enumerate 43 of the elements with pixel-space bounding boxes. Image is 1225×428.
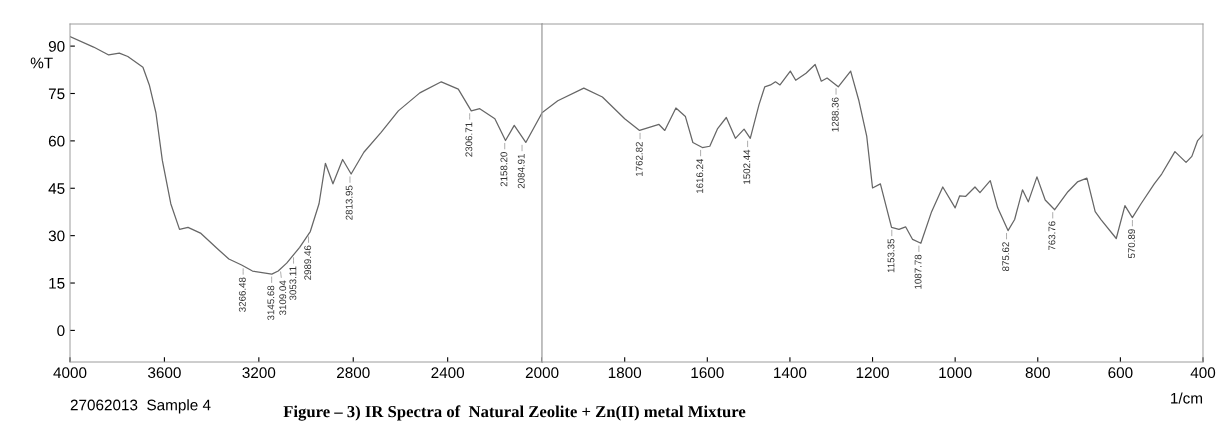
x-tick-label: 1800 xyxy=(608,367,642,379)
text: Figure – 3) IR Spectra of Natural Zeolite + Zn(II) metal Mixture xyxy=(283,405,746,421)
x-tick-label: 4000 xyxy=(53,367,87,379)
x-tick-label: 3600 xyxy=(148,367,181,379)
x-tick-label: 800 xyxy=(1025,367,1050,379)
text: 27062013 Sample 4 xyxy=(70,399,211,414)
annotation: 3053.11 xyxy=(289,266,297,301)
x-tick-label: 2000 xyxy=(525,367,559,379)
x-tick-label: 2800 xyxy=(337,367,370,379)
annotation: 875.62 xyxy=(1002,242,1010,272)
annotation: 1616.24 xyxy=(696,158,704,194)
y-tick-label: 15 xyxy=(49,278,65,289)
y-tick-label: 30 xyxy=(48,230,65,242)
annotation: 1087.78 xyxy=(914,254,922,289)
y-tick-label: 60 xyxy=(48,135,65,147)
y-tick-label: 90 xyxy=(48,40,65,52)
x-tick-label: 2400 xyxy=(431,367,465,379)
y-axis-title: %T xyxy=(30,57,53,69)
annotation: 2306.71 xyxy=(465,122,473,157)
y-tick-label: 45 xyxy=(48,183,65,194)
annotation: 2989.46 xyxy=(304,245,312,280)
annotation: 1153.35 xyxy=(887,238,895,273)
annotation: 2158.20 xyxy=(500,152,508,187)
annotation: 570.89 xyxy=(1128,229,1136,259)
annotation: 2084.91 xyxy=(517,154,525,189)
y-tick-label: 0 xyxy=(57,325,65,337)
annotation: 763.76 xyxy=(1048,221,1056,251)
x-axis-title: 1/cm xyxy=(1171,392,1203,404)
annotation: 2813.95 xyxy=(345,185,353,220)
x-tick-label: 1200 xyxy=(856,367,889,379)
x-tick-label: 400 xyxy=(1190,367,1216,379)
x-tick-label: 1400 xyxy=(774,367,807,379)
x-tick-label: 600 xyxy=(1108,367,1133,379)
annotation: 1762.82 xyxy=(635,142,643,176)
annotation: 1502.44 xyxy=(743,149,751,184)
x-tick-label: 3200 xyxy=(242,367,276,379)
x-tick-label: 1600 xyxy=(691,367,724,379)
annotation: 1288.36 xyxy=(831,97,839,132)
annotation: 3145.68 xyxy=(267,285,275,321)
annotation: 3109.04 xyxy=(279,280,287,316)
annotation: 3266.48 xyxy=(238,277,246,312)
y-tick-label: 75 xyxy=(48,88,65,100)
x-tick-label: 1000 xyxy=(939,367,972,379)
